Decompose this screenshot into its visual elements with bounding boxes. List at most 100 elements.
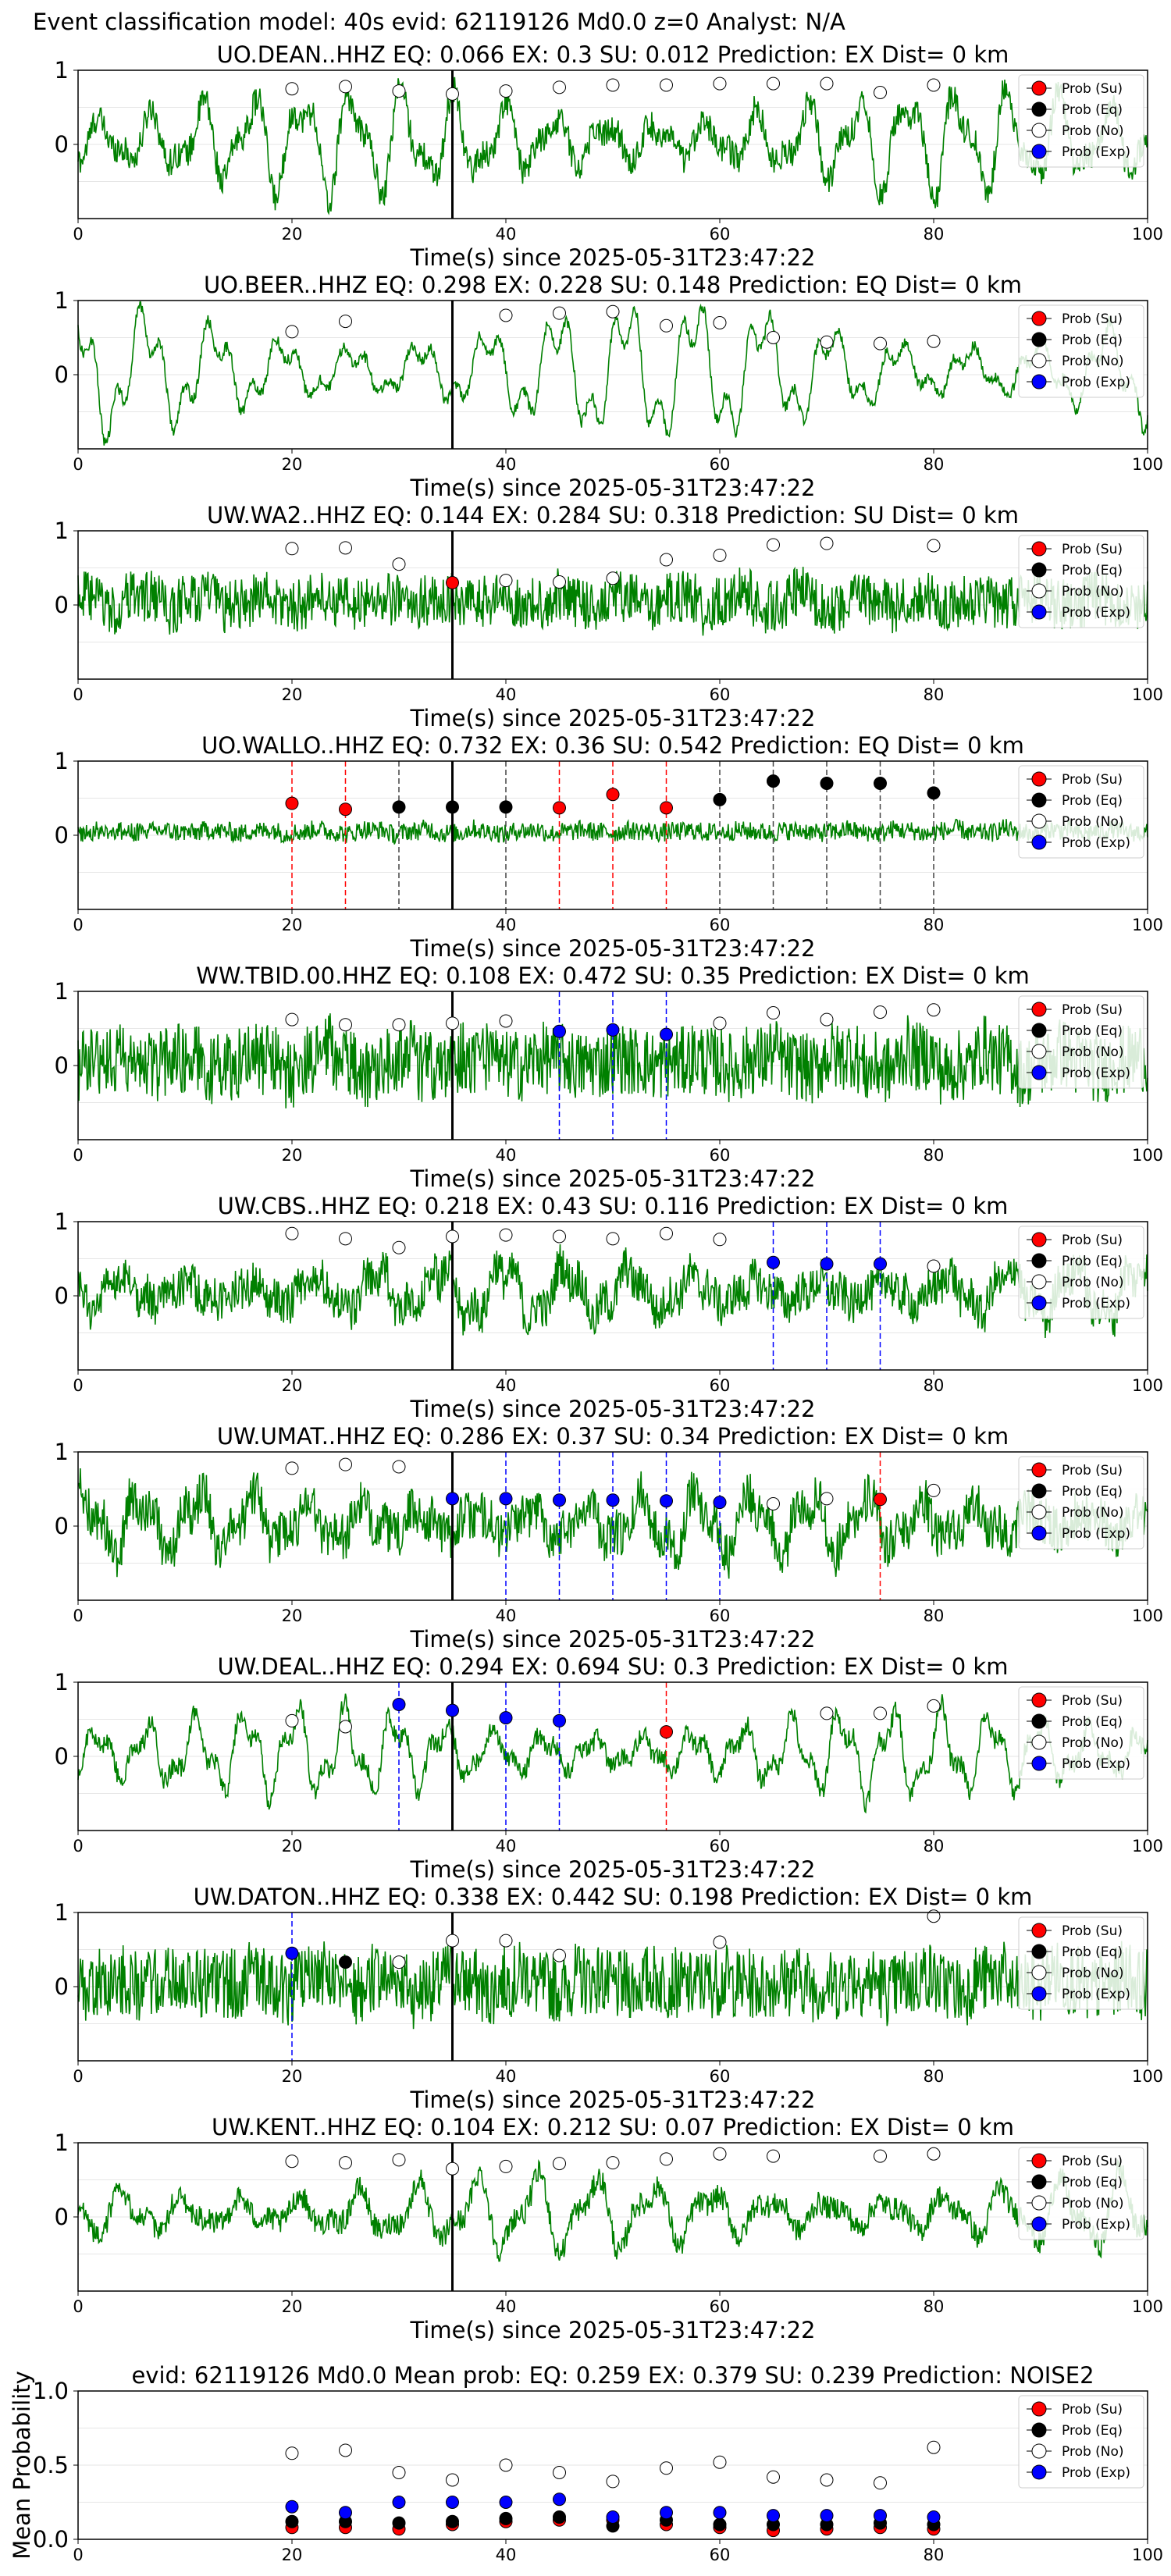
mean-point-no <box>660 2461 673 2475</box>
y-tick-label: 0 <box>55 1973 69 2000</box>
legend-marker-eq <box>1031 2174 1047 2190</box>
prob-point-no <box>446 1229 459 1244</box>
mean-point-no <box>499 2458 513 2472</box>
x-tick-label: 60 <box>710 916 731 934</box>
x-tick-label: 40 <box>496 1376 517 1395</box>
x-tick-label: 20 <box>282 2546 303 2564</box>
prob-point-no <box>446 1934 459 1948</box>
legend-marker-no <box>1031 1504 1047 1520</box>
y-tick-label: 0 <box>55 361 69 388</box>
y-tick-label: 0 <box>55 2204 69 2230</box>
legend-marker-no <box>1031 1965 1047 1980</box>
waveform-trace <box>77 1941 1148 2030</box>
legend-label-su: Prob (Su) <box>1062 81 1123 97</box>
legend-marker-eq <box>1031 1253 1047 1268</box>
mean-point-no <box>392 2466 406 2479</box>
prob-point-no <box>553 1948 566 1962</box>
mean-point-exp <box>874 2509 887 2523</box>
legend-box <box>1018 1226 1144 1319</box>
prob-point-eq <box>392 800 406 814</box>
legend-marker-su <box>1031 2401 1047 2417</box>
legend-marker-eq <box>1031 2422 1047 2438</box>
y-tick-label: 1 <box>55 518 69 544</box>
prob-point-no <box>285 2154 299 2169</box>
subplot-UO.DEAN..HHZ: UO.DEAN..HHZ EQ: 0.066 EX: 0.3 SU: 0.012… <box>55 41 1164 271</box>
prob-point-no <box>874 1005 887 1019</box>
legend-marker-su <box>1031 1462 1047 1478</box>
prob-point-exp <box>713 1496 727 1510</box>
prob-point-no <box>713 316 727 329</box>
legend-marker-su <box>1031 541 1047 557</box>
legend-label-no: Prob (No) <box>1062 123 1124 139</box>
subplot-mean-probability: evid: 62119126 Md0.0 Mean prob: EQ: 0.25… <box>9 2362 1163 2564</box>
x-tick-label: 0 <box>73 225 83 244</box>
prob-point-no <box>713 1233 727 1247</box>
x-tick-label: 40 <box>496 1837 517 1856</box>
prob-point-no <box>553 575 566 589</box>
prob-point-no <box>713 76 727 91</box>
y-axis-label: Mean Probability <box>9 2371 35 2560</box>
legend-box <box>1018 1456 1144 1550</box>
legend-label-no: Prob (No) <box>1062 354 1124 369</box>
prob-point-no <box>606 571 620 585</box>
subplot-title: UW.WA2..HHZ EQ: 0.144 EX: 0.284 SU: 0.31… <box>207 502 1019 528</box>
prob-point-su <box>660 801 673 815</box>
subplot-UO.BEER..HHZ: UO.BEER..HHZ EQ: 0.298 EX: 0.228 SU: 0.1… <box>55 272 1164 501</box>
x-axis-label: Time(s) since 2025-05-31T23:47:22 <box>410 475 816 501</box>
waveform-trace <box>77 301 1148 446</box>
prob-point-no <box>499 1934 513 1948</box>
prob-point-no <box>392 557 406 571</box>
x-axis-label: Time(s) since 2025-05-31T23:47:22 <box>410 244 816 271</box>
x-axis-label: Time(s) since 2025-05-31T23:47:22 <box>410 2317 816 2343</box>
prob-point-no <box>927 334 941 348</box>
mean-point-exp <box>392 2496 406 2509</box>
x-tick-label: 0 <box>73 1837 83 1856</box>
prob-point-no <box>927 1003 941 1017</box>
prob-point-no <box>553 80 566 94</box>
x-tick-label: 80 <box>924 225 945 244</box>
mean-point-eq <box>285 2514 299 2528</box>
legend-label-no: Prob (No) <box>1062 1505 1124 1521</box>
x-axis-label: Time(s) since 2025-05-31T23:47:22 <box>410 935 816 962</box>
x-tick-label: 60 <box>710 2546 731 2564</box>
prob-point-no <box>767 76 780 91</box>
x-tick-label: 100 <box>1132 225 1163 244</box>
mean-point-exp <box>285 2500 299 2514</box>
prob-point-exp <box>446 1703 459 1717</box>
legend-label-su: Prob (Su) <box>1062 1002 1123 1018</box>
subplot-UW.UMAT..HHZ: UW.UMAT..HHZ EQ: 0.286 EX: 0.37 SU: 0.34… <box>55 1423 1164 1653</box>
prob-point-no <box>713 548 727 562</box>
prob-point-exp <box>660 1027 673 1041</box>
y-tick-label: 1 <box>55 1899 69 1926</box>
y-tick-label: 0 <box>55 1052 69 1079</box>
subplot-UW.DATON..HHZ: UW.DATON..HHZ EQ: 0.338 EX: 0.442 SU: 0.… <box>55 1884 1164 2113</box>
prob-point-su <box>606 788 620 802</box>
legend-box <box>1018 304 1144 398</box>
prob-point-no <box>392 84 406 98</box>
legend-marker-eq <box>1031 792 1047 808</box>
x-tick-label: 80 <box>924 455 945 474</box>
prob-point-no <box>927 2147 941 2161</box>
x-tick-label: 80 <box>924 1146 945 1165</box>
mean-point-exp <box>339 2506 352 2520</box>
prob-point-no <box>713 1935 727 1949</box>
subplot-title: UW.KENT..HHZ EQ: 0.104 EX: 0.212 SU: 0.0… <box>212 2114 1014 2140</box>
x-tick-label: 0 <box>73 2067 83 2086</box>
legend-label-exp: Prob (Exp) <box>1062 2217 1130 2233</box>
y-tick-label: 0 <box>55 1513 69 1539</box>
prob-point-no <box>874 86 887 99</box>
prob-point-eq <box>499 800 513 814</box>
legend-marker-su <box>1031 311 1047 326</box>
prob-point-no <box>874 2149 887 2163</box>
prob-point-eq <box>820 777 834 790</box>
legend-label-eq: Prob (Eq) <box>1062 1254 1123 1269</box>
legend-label-exp: Prob (Exp) <box>1062 1526 1130 1542</box>
x-tick-label: 60 <box>710 2067 731 2086</box>
y-tick-label: 1 <box>55 1439 69 1465</box>
mean-point-no <box>713 2455 727 2469</box>
prob-point-no <box>660 1226 673 1240</box>
subplot-UW.DEAL..HHZ: UW.DEAL..HHZ EQ: 0.294 EX: 0.694 SU: 0.3… <box>55 1653 1164 1883</box>
y-tick-label: 0 <box>55 131 69 158</box>
prob-point-no <box>499 574 513 588</box>
x-tick-label: 0 <box>73 685 83 704</box>
